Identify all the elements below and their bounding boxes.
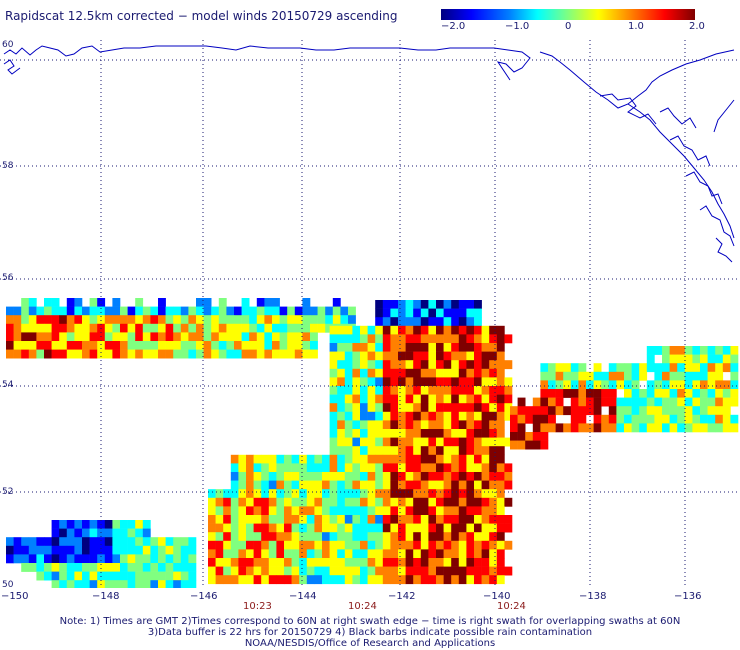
data-cells — [6, 298, 739, 588]
swath-time: 10:24 — [348, 601, 377, 612]
lat-label: 58 — [2, 161, 14, 171]
lat-label: 50 — [2, 580, 14, 590]
wind-difference-map — [0, 40, 740, 588]
swath-time: 10:24 — [497, 601, 526, 612]
lon-label: −140 — [483, 591, 511, 602]
colorbar-tick: −1.0 — [505, 21, 530, 32]
colorbar-tick: 1.0 — [628, 21, 644, 32]
lon-label: −150 — [1, 591, 29, 602]
lat-label: 56 — [2, 273, 14, 283]
lat-label: 52 — [2, 487, 14, 497]
colorbar-tick: −2.0 — [441, 21, 466, 32]
lon-label: −142 — [388, 591, 416, 602]
colorbar-tick: 2.0 — [689, 21, 705, 32]
swath-time: 10:23 — [243, 601, 272, 612]
note-line: Note: 1) Times are GMT 2)Times correspon… — [59, 616, 681, 627]
lon-label: −138 — [579, 591, 607, 602]
lon-label: −146 — [190, 591, 218, 602]
lat-label: 60 — [2, 40, 14, 50]
lon-label: −136 — [674, 591, 702, 602]
lon-label: −144 — [289, 591, 317, 602]
plot-title: Rapidscat 12.5km corrected − model winds… — [5, 9, 398, 23]
colorbar — [441, 9, 695, 20]
lon-label: −148 — [92, 591, 120, 602]
graticule — [0, 40, 740, 588]
note-line: NOAA/NESDIS/Office of Research and Appli… — [244, 638, 496, 649]
lat-label: 54 — [2, 380, 14, 390]
coastline — [3, 45, 735, 263]
colorbar-tick: 0 — [565, 21, 572, 32]
note-line: 3)Data buffer is 22 hrs for 20150729 4) … — [147, 627, 593, 638]
